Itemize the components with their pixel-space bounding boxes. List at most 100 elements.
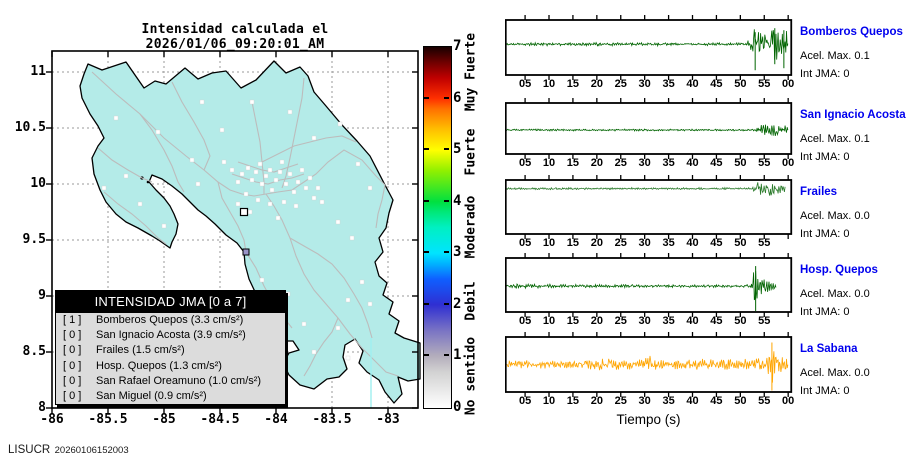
colorbar-tick [444,96,449,99]
station-marker [279,159,285,165]
station-accel: (1.3 cm/s²) [169,359,222,372]
time-tick-labels: 05 10 15 20 25 30 35 40 45 50 55 [505,315,805,329]
time-tick-label: 55 [758,157,771,169]
y-axis-tick-label: 9.5 [22,232,46,247]
station-marker [287,171,293,177]
x-axis-tick-label: -85 [152,412,176,427]
station-accel: (1.0 cm/s²) [208,374,262,387]
seismogram-panel-hosp-quepos [505,253,793,317]
x-axis-tick-label: -83 [376,412,400,427]
time-tick-label: 30 [638,237,651,249]
road-line [303,317,339,377]
colorbar-tick [424,354,429,357]
station-marker [303,185,309,191]
int-jma-value: Int JMA: 0 [800,151,850,163]
x-axis-tick-label: -83.5 [312,412,352,427]
station-marker [243,191,249,197]
land-group [79,60,421,408]
station-marker [301,321,307,327]
station-marker [199,99,205,105]
station-marker [335,325,341,331]
station-marker [101,185,107,191]
intensity1-station-marker [242,248,250,256]
time-tick-label: 10 [542,78,556,90]
y-axis-tick-label: 11 [30,64,46,79]
station-marker [273,177,279,183]
int-jma-value: Int JMA: 0 [800,306,850,318]
colorbar-tick-value: 6 [453,89,462,106]
time-tick-labels: 05 10 15 20 25 30 35 40 45 50 55 [505,237,805,251]
time-tick-label: 20 [590,315,603,327]
map-frame [51,50,419,409]
time-tick-label: 40 [686,157,699,169]
station-marker [291,189,297,195]
time-tick-label: 25 [614,157,627,169]
time-tick-label: 15 [566,157,580,169]
station-label: La Sabana [800,343,858,355]
station-marker [319,199,325,205]
time-tick-label: 25 [614,78,627,90]
time-tick-label: 50 [734,78,747,90]
waveform-trace [506,351,789,383]
legend-row: [ 0 ] San Miguel (0.9 cm/s²) [56,389,285,404]
colorbar-scale-label: No sentido [463,336,479,416]
station-marker [275,215,281,221]
station-marker [355,161,361,167]
road-line [261,135,357,163]
station-marker [277,169,283,175]
station-intensity: [ 0 ] [63,390,82,403]
time-tick-label: 20 [590,395,603,407]
legend-row: [ 0 ] San Ignacio Acosta (3.9 cm/s²) [56,328,285,343]
station-accel: (3.3 cm/s²) [190,314,244,326]
time-tick-label: 15 [566,315,580,327]
station-marker [255,197,261,203]
station-marker [155,129,161,135]
y-axis-tick-label: 10 [30,176,46,191]
time-tick-label: 00 [782,395,795,407]
colorbar-tick-value: 2 [453,295,462,312]
colorbar-tick [444,354,449,357]
time-tick-labels: 05 10 15 20 25 30 35 40 45 50 55 00 [505,78,805,92]
x-axis-tick-label: -84 [264,412,288,427]
station-name: San Ignacio Acosta (3.9 cm/s²) [96,329,246,342]
credit-stamp: LISUCR 20260106152003 [8,440,129,458]
panel-frame [505,179,793,235]
time-tick-label: 05 [518,78,532,90]
station-marker [311,135,317,141]
y-axis-tick-label: 10.5 [14,120,46,135]
time-tick-label: 10 [542,395,556,407]
seismogram-panel-bomberos-quepos [505,15,793,80]
station-marker [295,179,301,185]
station-label: Frailes [800,186,838,198]
station-marker [345,355,351,361]
colorbar-scale-label: Moderado [463,195,479,258]
station-marker [245,165,251,171]
station-marker [253,169,259,175]
time-tick-label: 35 [662,157,675,169]
seismogram-panel-la-sabana [505,332,793,397]
panel-frame [505,257,793,313]
time-tick-label: 15 [566,78,580,90]
epicenter-marker [239,207,249,217]
station-name: San Rafael Oreamuno (1.0 cm/s²) [96,374,262,387]
colorbar-tick [424,148,429,151]
time-tick-label: 20 [590,237,603,249]
time-tick-label: 40 [686,395,699,407]
station-marker [235,201,241,207]
station-marker [219,127,225,133]
x-axis-tick-label: -85.5 [88,412,128,427]
time-tick-label: 05 [518,315,532,327]
station-marker [249,177,255,183]
waveform-trace [506,270,777,301]
time-tick-label: 45 [710,237,723,249]
time-tick-label: 55 [758,78,771,90]
time-tick-label: 15 [566,237,580,249]
int-jma-value: Int JMA: 0 [800,228,850,240]
time-tick-label: 20 [590,157,603,169]
acel-max-value: Acel. Max. 0.0 [800,367,870,379]
station-marker [349,235,355,241]
acel-max-value: Acel. Max. 0.0 [800,288,870,300]
legend-row: [ 1 ] Bomberos Quepos (3.3 cm/s²) [56,313,285,328]
station-marker [221,159,227,165]
